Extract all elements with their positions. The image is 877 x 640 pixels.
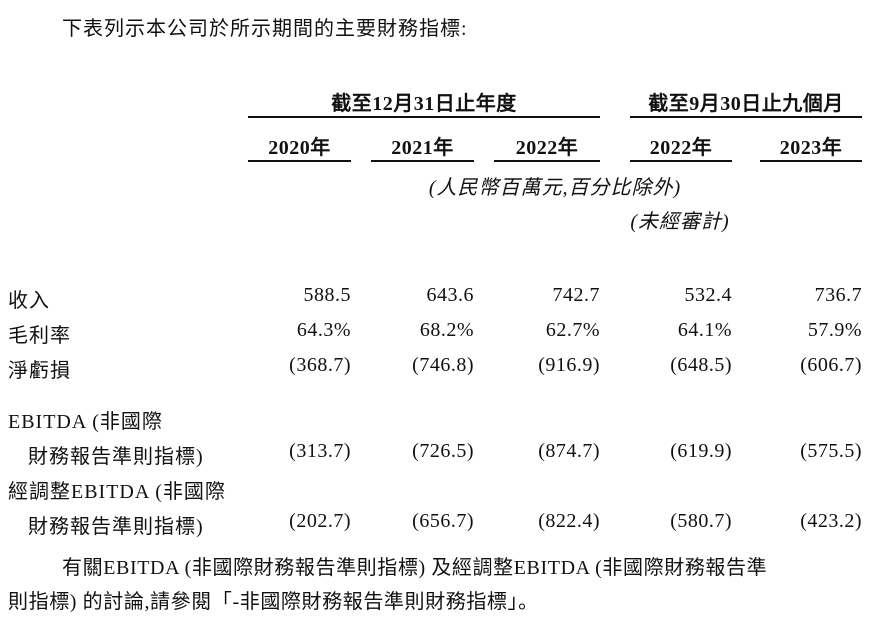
cell-value: (916.9) xyxy=(538,354,601,376)
cell-value: 64.1% xyxy=(677,319,733,341)
cell-value: 62.7% xyxy=(545,319,601,341)
cell-value xyxy=(760,405,862,440)
column-gap xyxy=(351,117,371,161)
cell-value xyxy=(371,405,474,440)
cell-value xyxy=(630,475,732,510)
column-gap xyxy=(600,117,630,161)
row-label: 毛利率 xyxy=(8,325,71,347)
unaudited-note: (未經審計) xyxy=(630,211,730,233)
cell-value: 64.3% xyxy=(296,319,351,341)
year-header-2020: 2020年 xyxy=(248,117,351,162)
cell-value xyxy=(248,405,351,440)
label-column-spacer xyxy=(8,200,248,234)
empty-cell xyxy=(760,200,862,234)
cell-value: (423.2) xyxy=(800,510,863,532)
cell-value: (575.5) xyxy=(800,440,863,462)
footer-paragraph: 有關EBITDA (非國際財務報告準則指標) 及經調整EBITDA (非國際財務… xyxy=(8,551,868,619)
cell-value xyxy=(630,405,732,440)
footer-line-2: 則指標) 的討論,請參閱「-非國際財務報告準則財務指標」。 xyxy=(8,591,539,613)
unaudited-note-row: (未經審計) xyxy=(8,200,862,234)
row-label: 財務報告準則指標) xyxy=(28,446,204,468)
table-row-adj-ebitda-line1: 經調整EBITDA (非國際 xyxy=(8,475,862,510)
year-header-2021: 2021年 xyxy=(371,117,474,162)
cell-value: (822.4) xyxy=(538,510,601,532)
cell-value xyxy=(248,475,351,510)
intro-paragraph: 下表列示本公司於所示期間的主要財務指標: xyxy=(62,18,468,40)
cell-value: (746.8) xyxy=(412,354,474,376)
cell-value: (619.9) xyxy=(670,440,733,462)
label-column-spacer xyxy=(8,161,248,200)
financial-indicators-table: 截至12月31日止年度 截至9月30日止九個月 2020年 2021年 2022… xyxy=(8,84,863,545)
cell-value: (874.7) xyxy=(538,440,601,462)
cell-value: (202.7) xyxy=(289,510,351,532)
row-label: 經調整EBITDA (非國際 xyxy=(8,481,226,503)
year-header-row: 2020年 2021年 2022年 2022年 2023年 xyxy=(8,117,863,162)
spacer-row xyxy=(8,234,862,284)
empty-cell xyxy=(248,200,600,234)
cell-value: 57.9% xyxy=(807,319,863,341)
column-group-header-row: 截至12月31日止年度 截至9月30日止九個月 xyxy=(8,84,863,118)
cell-value xyxy=(371,475,474,510)
unit-note: (人民幣百萬元,百分比除外) xyxy=(428,177,682,199)
column-gap xyxy=(732,117,760,161)
cell-value xyxy=(760,475,862,510)
column-gap xyxy=(474,117,494,161)
table-row-ebitda-line2: 財務報告準則指標) (313.7) (726.5) (874.7) (619.9… xyxy=(8,440,862,475)
cell-value: (313.7) xyxy=(289,440,351,462)
table-row-adj-ebitda-line2: 財務報告準則指標) (202.7) (656.7) (822.4) (580.7… xyxy=(8,510,862,545)
column-group-annual: 截至12月31日止年度 xyxy=(248,84,601,118)
label-column-spacer xyxy=(8,84,248,117)
row-label: 收入 xyxy=(8,290,50,312)
cell-value: 643.6 xyxy=(426,284,474,306)
cell-value: (368.7) xyxy=(289,354,351,376)
footer-line-1: 有關EBITDA (非國際財務報告準則指標) 及經調整EBITDA (非國際財務… xyxy=(62,557,768,579)
year-header-2022: 2022年 xyxy=(494,117,601,162)
cell-value: (606.7) xyxy=(800,354,863,376)
cell-value: 742.7 xyxy=(552,284,601,306)
cell-value: (656.7) xyxy=(412,510,474,532)
table-row-net-loss: 淨虧損 (368.7) (746.8) (916.9) (648.5) (606… xyxy=(8,354,862,405)
cell-value: (580.7) xyxy=(670,510,733,532)
cell-value: (726.5) xyxy=(412,440,474,462)
table-row-ebitda-line1: EBITDA (非國際 xyxy=(8,405,862,440)
row-label: 財務報告準則指標) xyxy=(28,516,204,538)
cell-value: (648.5) xyxy=(670,354,733,376)
column-group-nine-months: 截至9月30日止九個月 xyxy=(630,84,863,118)
cell-value: 588.5 xyxy=(303,284,351,306)
year-header-2022-9m: 2022年 xyxy=(630,117,733,162)
row-label: EBITDA (非國際 xyxy=(8,411,163,433)
row-label: 淨虧損 xyxy=(8,360,71,382)
cell-value: 532.4 xyxy=(684,284,733,306)
table-row-gross-margin: 毛利率 64.3% 68.2% 62.7% 64.1% 57.9% xyxy=(8,319,862,354)
table-row-revenue: 收入 588.5 643.6 742.7 532.4 736.7 xyxy=(8,284,862,319)
unit-note-row: (人民幣百萬元,百分比除外) xyxy=(8,161,862,200)
cell-value: 68.2% xyxy=(419,319,474,341)
cell-value xyxy=(494,405,600,440)
year-header-2023-9m: 2023年 xyxy=(760,117,863,162)
cell-value: 736.7 xyxy=(814,284,863,306)
group-gap xyxy=(600,84,630,117)
label-column-spacer xyxy=(8,117,248,161)
cell-value xyxy=(494,475,600,510)
